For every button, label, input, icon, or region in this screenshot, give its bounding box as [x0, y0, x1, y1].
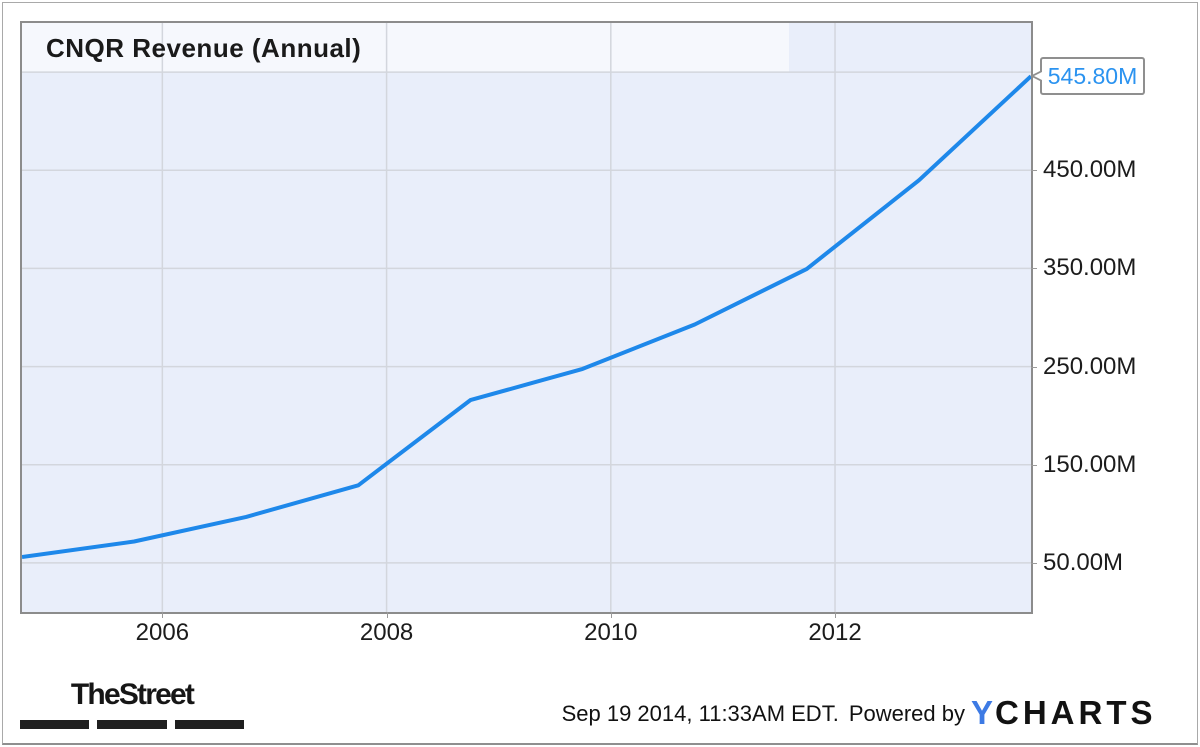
y-axis-tick — [1031, 366, 1037, 368]
y-axis-tick — [1031, 170, 1037, 172]
revenue-chart-plot[interactable]: CNQR Revenue (Annual) — [20, 21, 1033, 614]
thestreet-logo-text: TheStreet — [70, 678, 195, 711]
y-axis-label: 50.00M — [1043, 548, 1124, 576]
chart-title: CNQR Revenue (Annual) — [46, 33, 362, 63]
x-axis-tick — [386, 612, 388, 618]
y-axis-label: 150.00M — [1043, 450, 1137, 478]
y-axis-tick — [1031, 268, 1037, 270]
timestamp: Sep 19 2014, 11:33AM EDT. — [561, 701, 839, 726]
ycharts-logo-y: Y — [971, 694, 998, 731]
ycharts-logo-charts: CHARTS — [995, 694, 1157, 731]
powered-by-label: Powered by — [848, 701, 965, 726]
x-axis-tick — [162, 612, 164, 618]
y-axis-label: 350.00M — [1043, 254, 1137, 282]
y-axis-label: 250.00M — [1043, 352, 1137, 380]
thestreet-logo[interactable]: TheStreet — [20, 678, 244, 729]
y-axis-tick — [1031, 562, 1037, 564]
title-band — [22, 23, 789, 73]
timestamp-line: Sep 19 2014, 11:33AM EDT. Powered by — [562, 701, 965, 727]
y-axis-tick — [1031, 464, 1037, 466]
x-axis-label: 2010 — [584, 619, 638, 646]
revenue-line-series — [22, 74, 1031, 559]
x-axis-tick — [835, 612, 837, 618]
x-axis-label: 2008 — [359, 619, 414, 646]
last-value-label: 545.80M — [1047, 62, 1138, 89]
y-axis-label: 450.00M — [1043, 156, 1137, 184]
x-axis-tick — [610, 612, 612, 618]
x-axis-label: 2006 — [135, 619, 190, 646]
last-value-callout: 545.80M — [1040, 57, 1145, 96]
thestreet-logo-bars — [20, 720, 244, 729]
x-axis-label: 2012 — [808, 619, 862, 646]
ycharts-logo[interactable]: YCHARTS — [971, 694, 1157, 732]
chart-canvas — [22, 23, 1031, 612]
